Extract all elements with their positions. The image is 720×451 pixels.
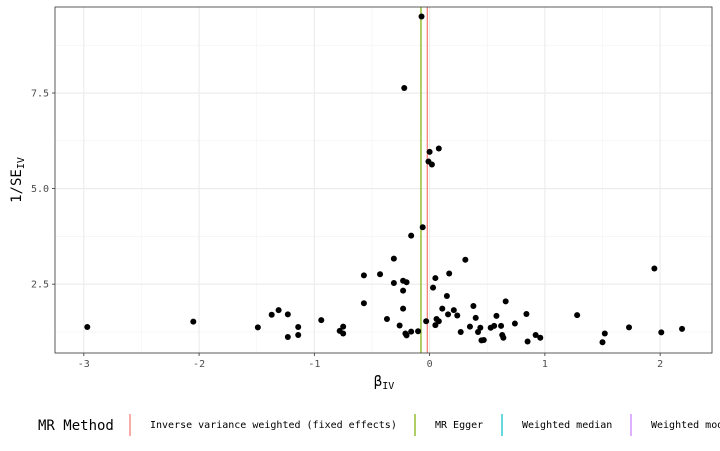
data-point [419, 224, 426, 231]
data-point [84, 324, 91, 331]
data-point [523, 311, 530, 318]
data-point [318, 317, 325, 324]
data-point [390, 280, 397, 287]
data-point [679, 325, 686, 332]
data-point [651, 265, 658, 272]
data-point [601, 330, 608, 337]
data-point [498, 322, 505, 329]
data-point [400, 305, 407, 312]
data-point [454, 312, 461, 319]
data-point [574, 312, 581, 319]
data-point [658, 329, 665, 336]
data-point [432, 275, 439, 282]
grid-layer [55, 7, 712, 353]
data-point [284, 333, 291, 340]
data-point [462, 256, 469, 263]
data-point [423, 318, 430, 325]
data-point [537, 334, 544, 341]
data-point [430, 284, 437, 291]
data-point [390, 255, 397, 262]
data-point [626, 324, 633, 331]
data-point [470, 302, 477, 309]
data-point [377, 271, 384, 278]
data-point [295, 324, 302, 331]
data-point [599, 339, 606, 346]
x-tick-label: -3 [78, 359, 90, 370]
data-point [400, 287, 407, 294]
data-point [360, 300, 367, 307]
data-point [480, 337, 487, 344]
data-point [432, 322, 439, 329]
data-point [284, 311, 291, 318]
data-point [415, 328, 422, 335]
legend-label: MR Egger [435, 420, 483, 431]
data-point [435, 145, 442, 152]
data-point [532, 332, 539, 339]
data-point [418, 13, 425, 20]
data-point [408, 232, 415, 239]
data-point [295, 332, 302, 339]
data-point [500, 334, 507, 341]
y-tick-label: 5.0 [31, 184, 49, 195]
data-point [450, 307, 457, 314]
x-tick-label: -2 [193, 359, 205, 370]
data-point [340, 323, 347, 330]
data-point [435, 318, 442, 325]
data-point [457, 328, 464, 335]
points-layer [84, 13, 686, 346]
data-point [443, 293, 450, 300]
y-tick-label: 2.5 [31, 280, 49, 291]
data-point [360, 272, 367, 279]
data-point [275, 307, 282, 314]
panel-border [54, 6, 713, 354]
data-point [403, 279, 410, 286]
x-tick-label: 0 [427, 359, 433, 370]
data-point [477, 324, 484, 331]
data-point [268, 311, 275, 318]
data-point [426, 148, 433, 155]
data-point [439, 305, 446, 312]
data-point [472, 314, 479, 321]
y-tick-label: 7.5 [31, 89, 49, 100]
data-point [403, 332, 410, 339]
data-point [340, 330, 347, 337]
data-point [491, 322, 498, 329]
data-point [502, 298, 509, 305]
legend-title: MR Method [38, 418, 114, 434]
data-point [493, 312, 500, 319]
legend: MR Method Inverse variance weighted (fix… [38, 414, 720, 436]
reference-lines-layer [420, 7, 428, 353]
data-point [396, 322, 403, 329]
data-point [428, 161, 435, 168]
x-tick-label: 2 [657, 359, 663, 370]
data-point [446, 270, 453, 277]
legend-label: Inverse variance weighted (fixed effects… [150, 420, 397, 431]
data-point [445, 311, 452, 318]
data-point [383, 315, 390, 322]
data-point [408, 328, 415, 335]
x-tick-label: -1 [308, 359, 320, 370]
data-point [466, 323, 473, 330]
x-axis-title: βIV [374, 374, 394, 392]
legend-label: Weighted median [522, 420, 612, 431]
x-tick-label: 1 [542, 359, 548, 370]
legend-label: Weighted mode [651, 420, 720, 431]
data-point [190, 318, 197, 325]
data-point [401, 85, 408, 92]
data-point [524, 338, 531, 345]
data-point [254, 324, 261, 331]
axis-layer: -3 -2 -1 0 1 2 2.5 5.0 7.5 [31, 89, 663, 370]
y-axis-title: 1/SEIV [9, 157, 27, 203]
data-point [511, 320, 518, 327]
